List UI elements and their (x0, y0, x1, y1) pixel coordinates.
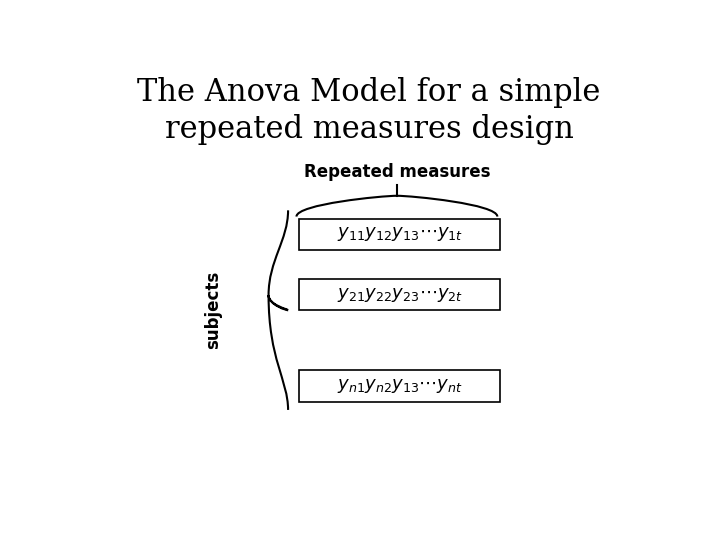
Text: Repeated measures: Repeated measures (304, 163, 490, 181)
Text: The Anova Model for a simple
repeated measures design: The Anova Model for a simple repeated me… (138, 77, 600, 145)
FancyBboxPatch shape (300, 370, 500, 402)
Text: $y_{11}y_{12}y_{13} \cdots y_{1t}$: $y_{11}y_{12}y_{13} \cdots y_{1t}$ (337, 225, 463, 243)
Text: $y_{n1}y_{n2}y_{13} \cdots y_{nt}$: $y_{n1}y_{n2}y_{13} \cdots y_{nt}$ (337, 377, 463, 395)
Text: $y_{21}y_{22}y_{23} \cdots y_{2t}$: $y_{21}y_{22}y_{23} \cdots y_{2t}$ (337, 286, 463, 303)
FancyBboxPatch shape (300, 219, 500, 250)
FancyBboxPatch shape (300, 279, 500, 310)
Text: subjects: subjects (204, 271, 222, 349)
